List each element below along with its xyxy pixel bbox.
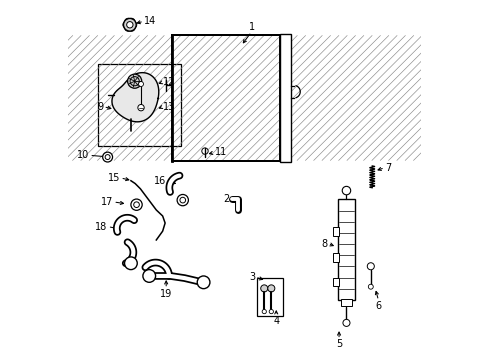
Circle shape <box>142 270 155 282</box>
Bar <box>340 299 351 306</box>
Text: 4: 4 <box>273 316 279 326</box>
Circle shape <box>342 319 349 327</box>
Circle shape <box>129 21 137 28</box>
Circle shape <box>123 18 136 31</box>
Circle shape <box>124 257 137 270</box>
Polygon shape <box>112 73 159 122</box>
Circle shape <box>260 285 267 292</box>
Circle shape <box>131 199 142 210</box>
Text: 19: 19 <box>160 289 172 299</box>
Text: 10: 10 <box>77 150 89 160</box>
Text: 3: 3 <box>248 272 255 282</box>
Text: 2: 2 <box>223 194 229 204</box>
Bar <box>332 278 338 286</box>
Bar <box>172 35 279 161</box>
Bar <box>332 253 338 262</box>
Circle shape <box>133 202 139 207</box>
Text: 7: 7 <box>384 163 390 173</box>
Circle shape <box>267 285 274 292</box>
Circle shape <box>180 197 185 203</box>
Circle shape <box>342 186 350 195</box>
Circle shape <box>128 18 135 25</box>
Circle shape <box>366 263 374 270</box>
Text: 17: 17 <box>101 197 113 207</box>
Circle shape <box>124 24 131 31</box>
Circle shape <box>269 310 273 314</box>
Text: 18: 18 <box>95 221 107 231</box>
Bar <box>172 35 279 161</box>
Circle shape <box>197 276 209 289</box>
Text: 6: 6 <box>375 301 381 311</box>
Bar <box>332 228 338 236</box>
Text: 13: 13 <box>163 102 175 112</box>
Circle shape <box>105 154 110 159</box>
Text: 8: 8 <box>321 239 327 248</box>
Text: 1: 1 <box>248 22 254 32</box>
Circle shape <box>102 152 112 162</box>
Bar <box>337 199 354 300</box>
Circle shape <box>138 82 143 86</box>
Text: 9: 9 <box>97 102 103 112</box>
Bar <box>256 278 283 316</box>
Circle shape <box>126 22 133 28</box>
Bar <box>98 64 181 147</box>
Bar <box>279 33 290 162</box>
Text: 12: 12 <box>163 77 175 87</box>
Circle shape <box>122 21 130 28</box>
Circle shape <box>367 284 372 289</box>
Circle shape <box>138 104 144 111</box>
Text: 14: 14 <box>143 16 156 26</box>
Text: 11: 11 <box>214 148 226 157</box>
Circle shape <box>124 18 131 25</box>
Circle shape <box>177 194 188 206</box>
Circle shape <box>127 74 142 88</box>
Text: 5: 5 <box>335 339 342 350</box>
Text: 15: 15 <box>108 173 120 183</box>
Circle shape <box>262 310 266 314</box>
Text: 16: 16 <box>154 176 166 186</box>
Circle shape <box>202 148 208 154</box>
Circle shape <box>128 24 135 31</box>
